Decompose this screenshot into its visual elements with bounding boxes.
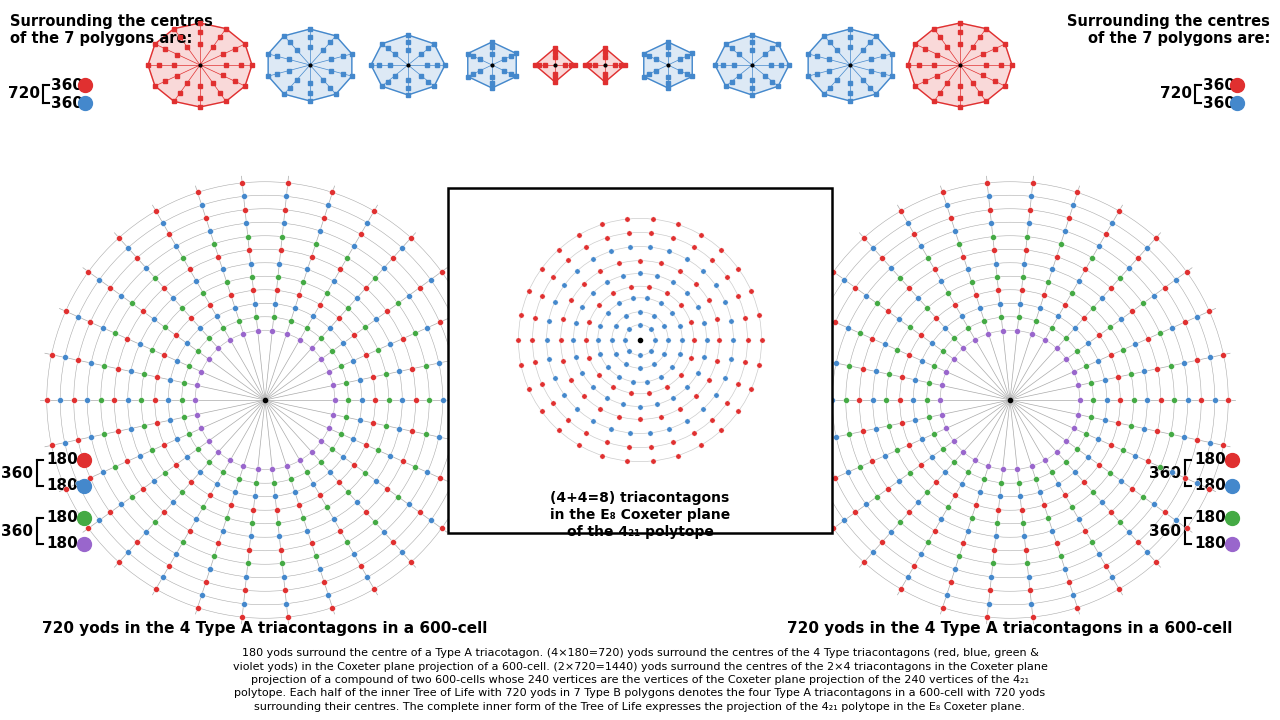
Text: Surrounding the centres
of the 7 polygons are:: Surrounding the centres of the 7 polygon…	[1068, 14, 1270, 46]
Text: 180: 180	[1194, 452, 1226, 467]
Polygon shape	[908, 23, 1012, 107]
Polygon shape	[467, 42, 516, 88]
Text: surrounding their centres. The complete inner form of the Tree of Life expresses: surrounding their centres. The complete …	[255, 702, 1025, 712]
Text: 720: 720	[8, 86, 40, 102]
Text: 180: 180	[46, 536, 78, 552]
Text: (4+4=8) triacontagons: (4+4=8) triacontagons	[550, 491, 730, 505]
Polygon shape	[371, 35, 445, 95]
Text: 360: 360	[1, 523, 33, 539]
Text: 180 yods surround the centre of a Type A triacotagon. (4×180=720) yods surround : 180 yods surround the centre of a Type A…	[242, 648, 1038, 658]
Text: 360: 360	[1149, 466, 1181, 480]
Text: in the E₈ Coxeter plane: in the E₈ Coxeter plane	[550, 508, 730, 522]
Text: 360: 360	[51, 78, 83, 92]
Bar	[448, 188, 832, 533]
Text: 180: 180	[46, 452, 78, 467]
Polygon shape	[268, 29, 352, 101]
Text: 720: 720	[1160, 86, 1192, 102]
Text: violet yods) in the Coxeter plane projection of a 600-cell. (2×720=1440) yods su: violet yods) in the Coxeter plane projec…	[233, 662, 1047, 672]
Text: of the 4₂₁ polytope: of the 4₂₁ polytope	[567, 525, 713, 539]
Text: 360: 360	[1, 466, 33, 480]
Text: 180: 180	[1194, 479, 1226, 493]
Polygon shape	[808, 29, 892, 101]
Text: projection of a compound of two 600-cells whose 240 vertices are the vertices of: projection of a compound of two 600-cell…	[251, 675, 1029, 685]
Polygon shape	[535, 48, 575, 82]
Text: 360: 360	[1203, 96, 1235, 110]
Text: 180: 180	[46, 510, 78, 526]
Polygon shape	[585, 48, 625, 82]
Polygon shape	[148, 23, 252, 107]
Text: 360: 360	[1203, 78, 1235, 92]
Text: 180: 180	[1194, 536, 1226, 552]
Polygon shape	[644, 42, 692, 88]
Text: 360: 360	[1149, 523, 1181, 539]
Text: 180: 180	[1194, 510, 1226, 526]
Text: polytope. Each half of the inner Tree of Life with 720 yods in 7 Type B polygons: polytope. Each half of the inner Tree of…	[234, 688, 1046, 698]
Text: Surrounding the centres
of the 7 polygons are:: Surrounding the centres of the 7 polygon…	[10, 14, 212, 46]
Text: 720 yods in the 4 Type A triacontagons in a 600-cell: 720 yods in the 4 Type A triacontagons i…	[787, 621, 1233, 636]
Polygon shape	[716, 35, 788, 95]
Text: 180: 180	[46, 479, 78, 493]
Text: 720 yods in the 4 Type A triacontagons in a 600-cell: 720 yods in the 4 Type A triacontagons i…	[42, 621, 488, 636]
Text: 360: 360	[51, 96, 83, 110]
